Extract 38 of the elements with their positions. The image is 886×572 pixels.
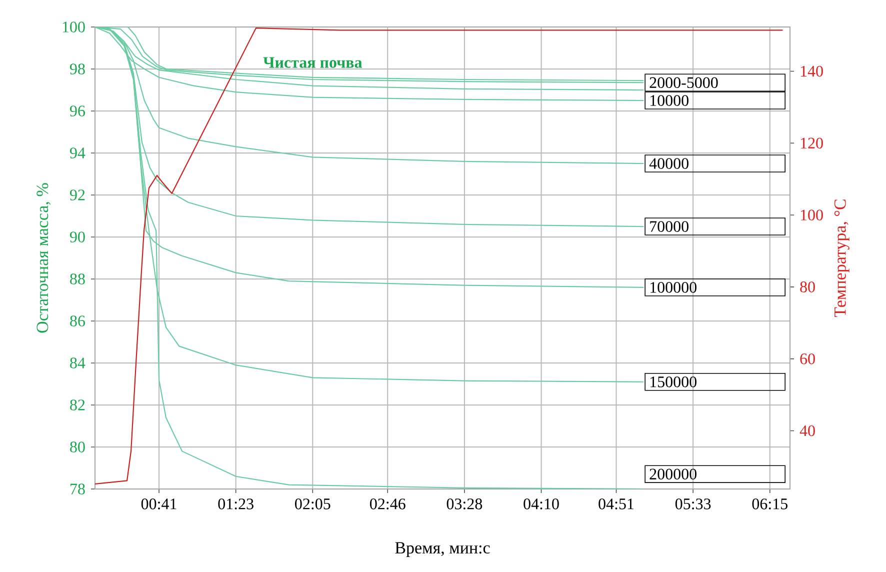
y-tick-label: 100 (62, 22, 85, 32)
x-tick-label: 04:51 (598, 498, 634, 510)
y-tick-label: 82 (70, 400, 85, 410)
y2-tick-label: 80 (800, 282, 815, 292)
y-tick-label: 98 (70, 64, 85, 74)
x-tick-label: 03:28 (446, 498, 482, 510)
y-tick-label: 96 (70, 106, 85, 116)
y-tick-label: 86 (70, 316, 85, 326)
y2-axis-title: Температура, °C (834, 200, 850, 318)
y-tick-label: 78 (70, 484, 85, 494)
y-tick-label: 90 (70, 232, 85, 242)
x-tick-label: 05:33 (675, 498, 711, 510)
y-tick-label: 80 (70, 442, 85, 452)
series-label: 2000-5000 (650, 77, 718, 88)
series-label: 70000 (650, 221, 688, 232)
x-tick-label: 06:15 (752, 498, 788, 510)
series-label: Чистая почва (263, 57, 362, 68)
series-label: 40000 (649, 158, 688, 169)
y2-tick-label: 140 (800, 66, 823, 77)
y-tick-label: 92 (70, 190, 85, 200)
y2-tick-label: 120 (800, 138, 823, 149)
y-tick-label: 94 (70, 148, 86, 158)
series-label: 100000 (650, 282, 696, 293)
y2-tick-label: 40 (800, 425, 815, 436)
y2-tick-label: 100 (800, 210, 823, 220)
x-tick-label: 02:46 (370, 498, 406, 510)
x-tick-label: 02:05 (295, 498, 330, 510)
x-tick-label: 01:23 (218, 498, 254, 510)
series-label: 150000 (650, 376, 696, 388)
x-tick-label: 04:10 (524, 498, 559, 510)
series-label: 200000 (650, 468, 696, 480)
x-tick-label: 00:41 (141, 498, 176, 510)
y-axis-title: Остаточная масса, % (36, 183, 51, 333)
series-label: 10000 (650, 95, 688, 106)
x-axis-title: Время, мин:с (395, 542, 490, 558)
y-tick-label: 84 (70, 358, 86, 368)
y-tick-label: 88 (70, 274, 85, 284)
y2-tick-label: 60 (800, 353, 815, 364)
